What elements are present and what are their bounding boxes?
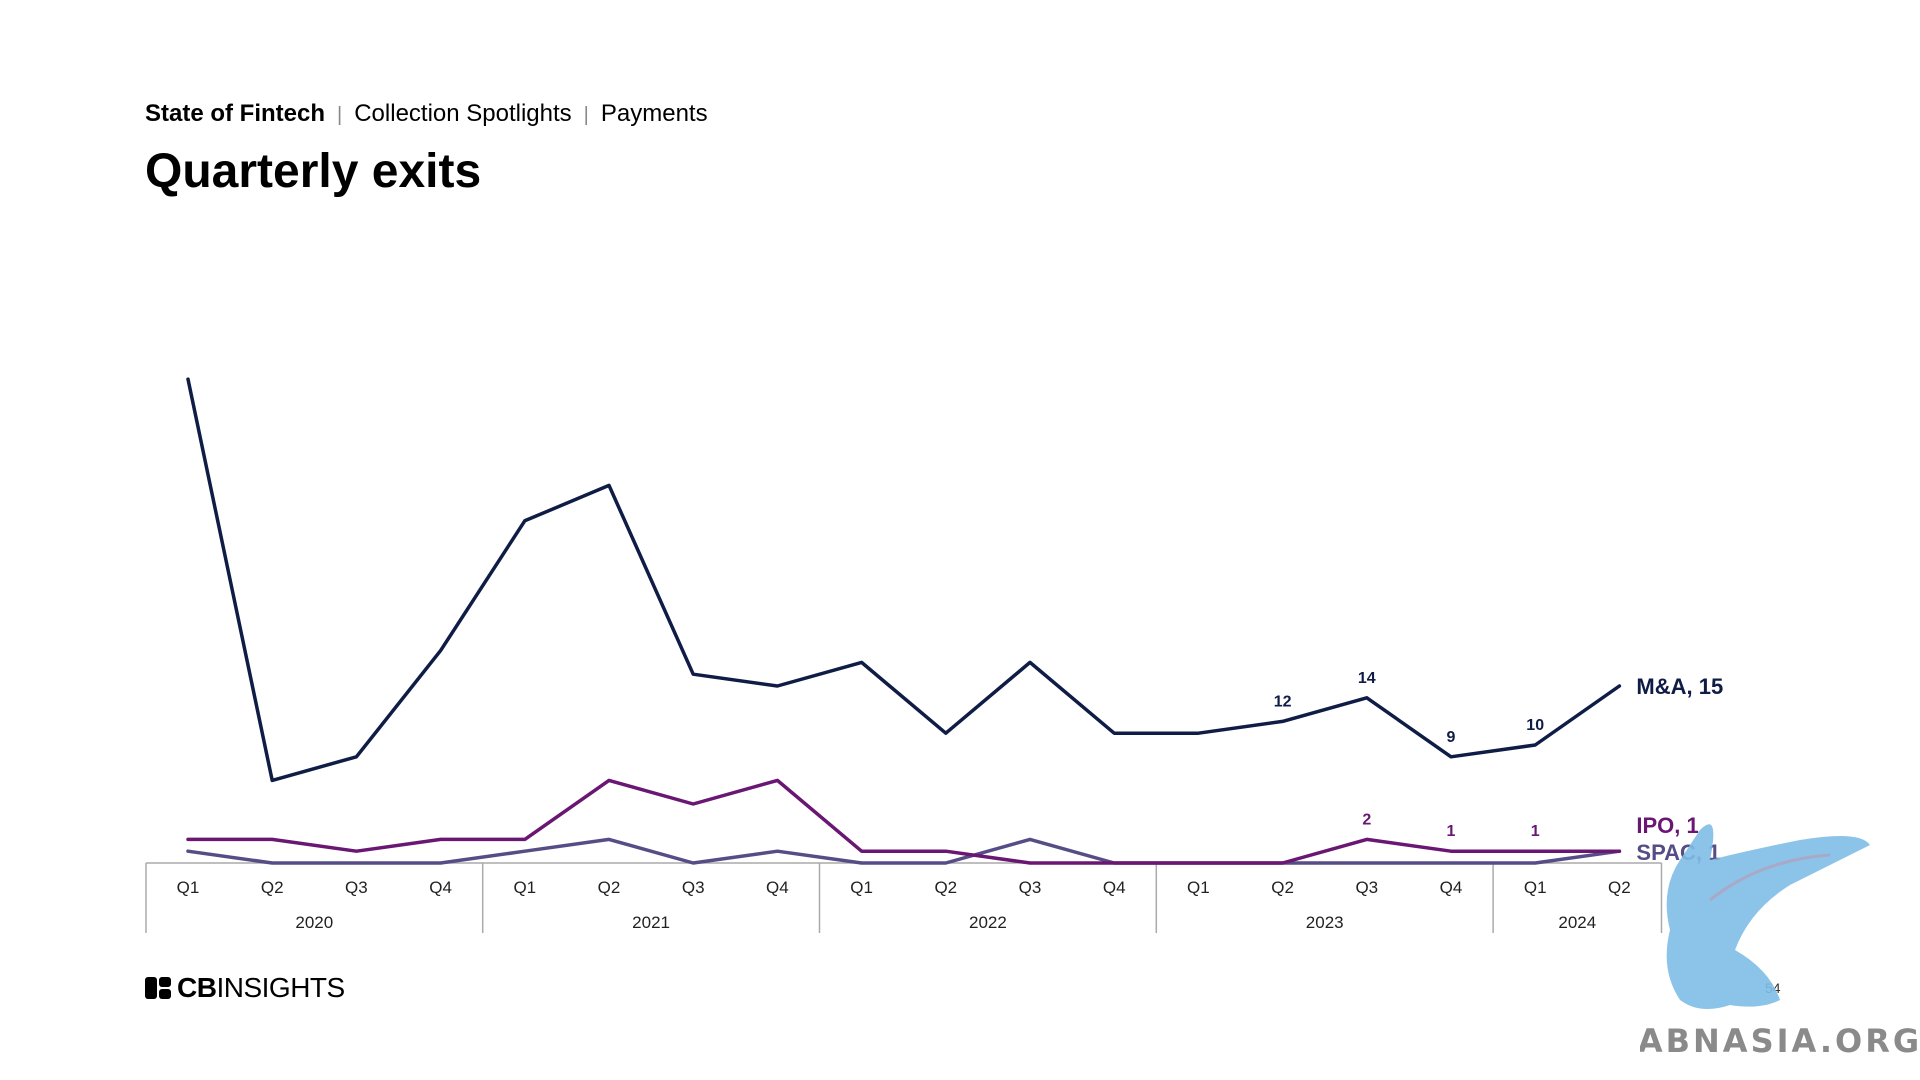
quarter-tick-label: Q3: [1019, 878, 1042, 897]
data-label: 1: [1447, 823, 1456, 840]
cb-insights-logo: CBINSIGHTS: [145, 972, 345, 1004]
data-label: 12: [1274, 693, 1292, 710]
quarter-tick-label: Q2: [598, 878, 621, 897]
quarter-tick-label: Q1: [177, 878, 200, 897]
quarter-tick-label: Q3: [345, 878, 368, 897]
cb-insights-logo-icon: [145, 977, 171, 999]
quarter-tick-label: Q2: [934, 878, 957, 897]
series-line-ipo: [186, 778, 1622, 865]
quarter-tick-label: Q4: [1440, 878, 1463, 897]
quarter-tick-label: Q1: [513, 878, 536, 897]
year-tick-label: 2023: [1306, 913, 1344, 932]
breadcrumb-item-collection[interactable]: Collection Spotlights: [354, 100, 572, 127]
year-tick-label: 2020: [295, 913, 333, 932]
year-tick-label: 2022: [969, 913, 1007, 932]
quarter-tick-label: Q4: [766, 878, 789, 897]
data-label: 10: [1526, 717, 1544, 734]
series-end-label: M&A, 15: [1636, 674, 1723, 699]
page-title: Quarterly exits: [145, 145, 482, 198]
series-line-ma: [186, 377, 1622, 783]
quarter-tick-label: Q4: [429, 878, 452, 897]
quarter-tick-label: Q2: [1608, 878, 1631, 897]
quarter-tick-label: Q1: [850, 878, 873, 897]
quarter-tick-label: Q1: [1524, 878, 1547, 897]
data-label: 9: [1447, 729, 1456, 746]
data-label: 2: [1362, 811, 1371, 828]
cb-insights-wordmark: CBINSIGHTS: [177, 972, 345, 1003]
breadcrumb: State of Fintech | Collection Spotlights | P…: [145, 100, 708, 128]
griffin-watermark-icon: [1666, 824, 1870, 1009]
breadcrumb-item-report[interactable]: State of Fintech: [145, 100, 326, 127]
watermark-text: ABNASIA.ORG: [1640, 1022, 1920, 1060]
series-line-spac: [186, 837, 1622, 865]
breadcrumb-separator: |: [337, 104, 343, 126]
data-label: 1: [1531, 823, 1540, 840]
quarter-tick-label: Q3: [1355, 878, 1378, 897]
data-label: 14: [1358, 670, 1376, 687]
abnasia-watermark: ABNASIA.ORG: [1640, 824, 1920, 1060]
breadcrumb-item-payments[interactable]: Payments: [600, 100, 708, 127]
year-tick-label: 2021: [632, 913, 670, 932]
quarter-tick-label: Q2: [261, 878, 284, 897]
quarter-tick-label: Q4: [1103, 878, 1126, 897]
quarter-tick-label: Q3: [682, 878, 705, 897]
year-tick-label: 2024: [1558, 913, 1596, 932]
series-end-label: IPO, 1: [1636, 813, 1698, 838]
quarter-tick-label: Q1: [1187, 878, 1210, 897]
quarter-tick-label: Q2: [1271, 878, 1294, 897]
breadcrumb-separator: |: [583, 104, 589, 126]
